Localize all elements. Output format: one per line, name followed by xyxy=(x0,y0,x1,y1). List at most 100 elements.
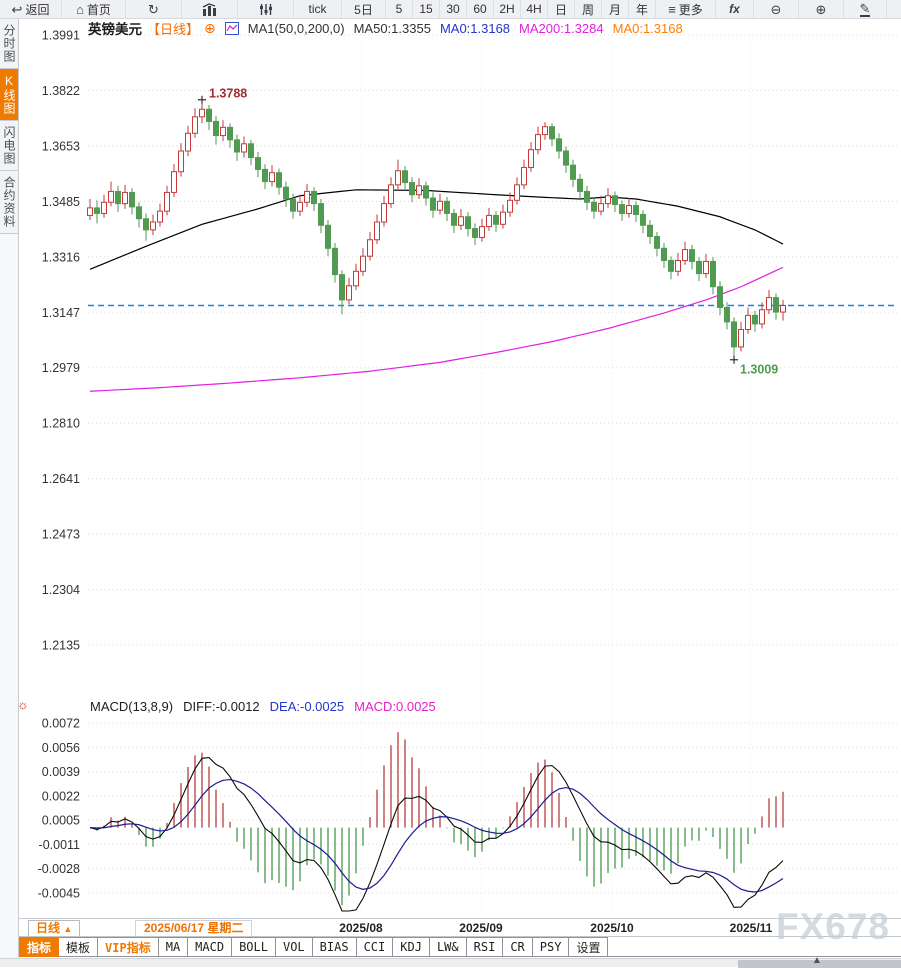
more-button-label: 更多 xyxy=(678,2,703,17)
scrollbar-thumb[interactable] xyxy=(738,960,901,968)
home-icon: ⌂ xyxy=(76,1,84,17)
ma0-orange-value: MA0:1.3168 xyxy=(612,20,683,36)
fx-icon: fx xyxy=(729,2,740,16)
ind-cr[interactable]: CR xyxy=(503,937,533,957)
timeframe-day[interactable]: 日 xyxy=(548,0,575,18)
x-axis-month-label: 2025/08 xyxy=(339,921,383,935)
timeframe-60m[interactable]: 60 xyxy=(467,0,494,18)
svg-text:1.2979: 1.2979 xyxy=(42,361,80,375)
svg-text:-0.0028: -0.0028 xyxy=(38,862,80,876)
timeframe-5m-label: 5 xyxy=(395,2,403,16)
tab-contract-info[interactable]: 合约资料 xyxy=(0,171,18,234)
svg-text:0.0072: 0.0072 xyxy=(42,717,80,731)
macd-diff-value: DIFF:-0.0012 xyxy=(183,699,260,714)
ind-vol[interactable]: VOL xyxy=(275,937,313,957)
timeframe-4h-label: 4H xyxy=(526,2,542,16)
refresh-icon: ↻ xyxy=(148,1,159,17)
timeframe-week[interactable]: 周 xyxy=(575,0,602,18)
more-button[interactable]: ≡ 更多 xyxy=(656,0,716,18)
timeframe-month-label: 月 xyxy=(608,2,621,17)
timeframe-15m-label: 15 xyxy=(419,2,433,16)
timeframe-60m-label: 60 xyxy=(473,2,487,16)
timeframe-year[interactable]: 年 xyxy=(629,0,656,18)
svg-text:0.0005: 0.0005 xyxy=(42,814,80,828)
timeframe-5m[interactable]: 5 xyxy=(386,0,413,18)
back-button-label: 返回 xyxy=(25,2,50,17)
x-axis-row: 日线 ▲ 2025/06/17 星期二 2025/08 2025/09 2025/1… xyxy=(19,918,901,937)
svg-text:1.2135: 1.2135 xyxy=(42,639,80,653)
ind-boll[interactable]: BOLL xyxy=(232,937,276,957)
bar-chart-icon xyxy=(202,2,217,16)
crosshair-date-label: 2025/06/17 星期二 xyxy=(135,920,253,937)
macd-params-label: MACD(13,8,9) xyxy=(90,699,174,714)
ma200-value: MA200:1.3284 xyxy=(519,20,604,36)
template-tab[interactable]: 模板 xyxy=(59,937,99,957)
tab-time-chart[interactable]: 分时图 xyxy=(0,19,18,69)
tab-kline-chart[interactable]: K线图 xyxy=(0,69,18,121)
svg-text:1.3485: 1.3485 xyxy=(42,195,80,209)
macd-settings-icon[interactable]: ☼ xyxy=(17,697,29,712)
function-button[interactable]: fx xyxy=(716,0,754,18)
back-arrow-icon: ↩ xyxy=(11,1,23,17)
zoom-in-button[interactable]: ⊕ xyxy=(799,0,844,18)
svg-text:1.2304: 1.2304 xyxy=(42,583,80,597)
timeframe-2h[interactable]: 2H xyxy=(494,0,521,18)
ind-macd[interactable]: MACD xyxy=(188,937,233,957)
svg-text:-0.0045: -0.0045 xyxy=(38,887,80,901)
vip-indicator-tab[interactable]: VIP指标 xyxy=(98,937,159,957)
indicator-toolbar: 指标 模板 VIP指标 MA MACD BOLL VOL BIAS CCI KDJ LW& RSI CR… xyxy=(19,936,901,957)
ind-rsi[interactable]: RSI xyxy=(466,937,504,957)
zoom-out-button[interactable]: ⊖ xyxy=(754,0,799,18)
svg-text:-0.0011: -0.0011 xyxy=(39,838,81,852)
chevron-up-icon: ▲ xyxy=(63,924,73,934)
macd-pane-header: MACD(13,8,9) DIFF:-0.0012 DEA:-0.0025 MA… xyxy=(90,699,436,714)
toolbar-filler xyxy=(608,937,901,957)
chart-type-sidebar: 分时图 K线图 闪电图 合约资料 xyxy=(0,19,19,958)
ind-psy[interactable]: PSY xyxy=(532,937,570,957)
svg-text:0.0056: 0.0056 xyxy=(42,741,80,755)
ind-cci[interactable]: CCI xyxy=(356,937,394,957)
symbol-name: 英镑美元 xyxy=(88,22,142,37)
top-toolbar: ↩ 返回 ⌂ 首页 ↻ tick 5日 5 15 30 60 2H 4H 日周月年 ≡ 更多 fx ⊖ ⊕ ✎ xyxy=(0,0,901,19)
settings-tab[interactable]: 设置 xyxy=(569,937,609,957)
add-indicator-icon[interactable]: ⊕ xyxy=(204,19,216,36)
timeframe-30m[interactable]: 30 xyxy=(440,0,467,18)
ma-settings-icon[interactable] xyxy=(224,21,239,35)
svg-text:1.3147: 1.3147 xyxy=(42,306,80,320)
zoom-out-icon: ⊖ xyxy=(770,1,782,17)
ind-lw[interactable]: LW& xyxy=(429,937,467,957)
timeframe-month[interactable]: 月 xyxy=(602,0,629,18)
draw-button[interactable]: ✎ xyxy=(844,0,887,18)
timeframe-15m[interactable]: 15 xyxy=(413,0,440,18)
ind-bias[interactable]: BIAS xyxy=(312,937,357,957)
scrollbar-handle-icon[interactable]: ▲ xyxy=(812,955,822,966)
tab-lightning-chart[interactable]: 闪电图 xyxy=(0,121,18,171)
timeframe-2h-label: 2H xyxy=(499,2,515,16)
horizontal-scrollbar[interactable]: ▲ xyxy=(0,955,901,968)
svg-text:1.3822: 1.3822 xyxy=(42,84,80,98)
timeframe-tick[interactable]: tick xyxy=(294,0,342,18)
macd-bar-value: MACD:0.0025 xyxy=(354,699,436,714)
x-axis-month-label: 2025/10 xyxy=(590,921,634,935)
ma0-blue-value: MA0:1.3168 xyxy=(439,20,511,36)
svg-text:1.3316: 1.3316 xyxy=(42,250,80,264)
chart-type-button[interactable] xyxy=(182,0,238,18)
pencil-icon: ✎ xyxy=(859,0,871,17)
timeframe-5d[interactable]: 5日 xyxy=(342,0,386,18)
svg-text:1.3009: 1.3009 xyxy=(740,363,778,377)
back-button[interactable]: ↩ 返回 xyxy=(0,0,62,18)
svg-text:1.3653: 1.3653 xyxy=(42,139,80,153)
x-axis-month-label: 2025/09 xyxy=(459,921,503,935)
zoom-in-icon: ⊕ xyxy=(815,1,827,17)
svg-text:1.3788: 1.3788 xyxy=(209,87,247,101)
timeframe-selector[interactable]: 日线 ▲ xyxy=(28,920,81,937)
x-axis-month-label: 2025/11 xyxy=(729,921,773,935)
timeframe-4h[interactable]: 4H xyxy=(521,0,548,18)
indicator-tab[interactable]: 指标 xyxy=(19,937,60,957)
ind-ma[interactable]: MA xyxy=(158,937,189,957)
indicator-settings-button[interactable] xyxy=(238,0,294,18)
refresh-button[interactable]: ↻ xyxy=(126,0,182,18)
ind-kdj[interactable]: KDJ xyxy=(393,937,430,957)
home-button[interactable]: ⌂ 首页 xyxy=(62,0,126,18)
